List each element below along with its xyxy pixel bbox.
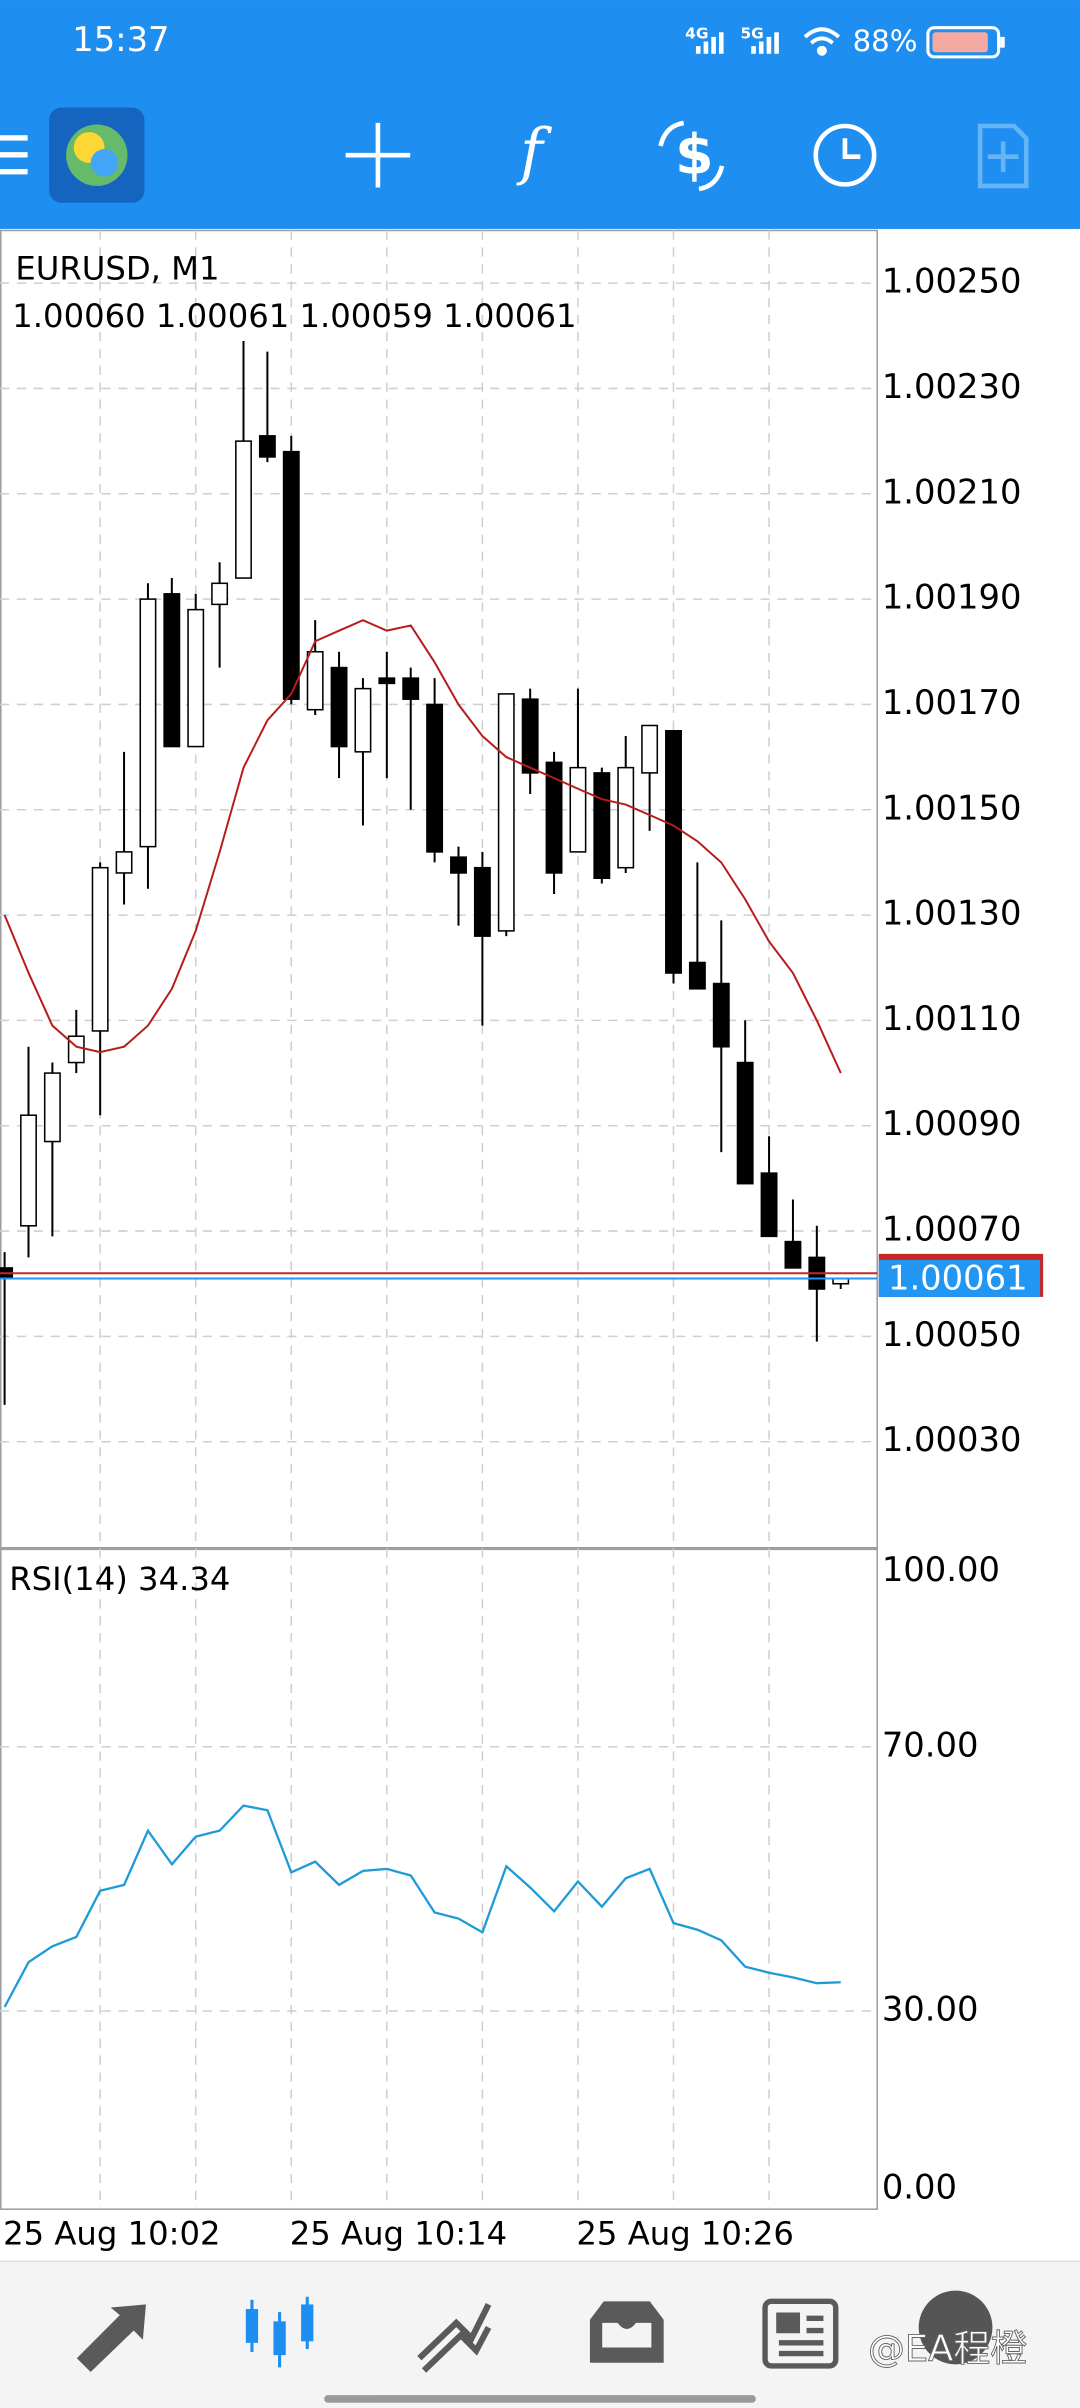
signal-label: 4G	[685, 24, 708, 42]
history-tab[interactable]	[589, 2301, 664, 2363]
signal-bars	[751, 32, 779, 54]
candle-body	[235, 440, 252, 579]
candle-body	[43, 1072, 61, 1143]
y-tick-label: 1.00050	[882, 1315, 1022, 1354]
candle-body	[282, 450, 300, 700]
x-tick-label: 25 Aug 10:14	[290, 2214, 507, 2252]
x-tick-label: 25 Aug 10:26	[576, 2214, 793, 2252]
candle-body	[473, 866, 491, 937]
candle-body	[688, 961, 706, 990]
watermark: @EA程橙	[868, 2327, 1027, 2370]
y-tick-label: 1.00230	[882, 367, 1022, 406]
wifi-icon	[803, 27, 841, 56]
candle-body	[593, 772, 611, 879]
battery-text: 88%	[853, 24, 918, 58]
timeframe-icon[interactable]	[813, 123, 877, 187]
candle-body	[139, 598, 157, 848]
candle-body	[211, 582, 229, 606]
candle-body	[163, 593, 181, 748]
y-tick-label: 1.00170	[882, 683, 1022, 722]
price-tag	[878, 1260, 1041, 1297]
avatar[interactable]	[918, 2290, 993, 2365]
crosshair-icon[interactable]	[345, 122, 411, 188]
candle-body	[736, 1061, 754, 1185]
candle-body	[330, 666, 348, 748]
plot-area: 25 Aug 10:02 25 Aug 10:14 25 Aug 10:26 1.00…	[0, 230, 1044, 2252]
candle-body	[521, 698, 539, 774]
candles	[0, 341, 850, 1405]
candle-body	[450, 856, 467, 874]
candle-body	[20, 1114, 37, 1227]
app-bar	[0, 0, 1080, 229]
y-tick-label: 1.00250	[882, 262, 1022, 301]
y-tick-label: 30.00	[882, 1990, 979, 2029]
rsi-title: RSI(14) 34.34	[9, 1560, 230, 1598]
new-order-icon[interactable]	[977, 123, 1029, 189]
y-tick-label: 70.00	[882, 1725, 979, 1764]
x-tick-label: 25 Aug 10:02	[3, 2214, 220, 2252]
status-time: 15:37	[72, 20, 169, 59]
svg-text:$: $	[675, 123, 713, 187]
app-logo[interactable]	[49, 107, 145, 203]
y-tick-label: 1.00130	[882, 894, 1022, 933]
candle-body	[306, 651, 324, 711]
trade-tab[interactable]	[417, 2303, 492, 2373]
candle-body	[545, 761, 563, 874]
rsi-line	[3, 1804, 841, 2008]
candle-body	[402, 677, 420, 700]
candle-body	[91, 866, 109, 1032]
chart-frame	[0, 229, 878, 2210]
candle-body	[760, 1172, 778, 1238]
y-tick-label: 0.00	[882, 2168, 957, 2207]
candle-body	[258, 435, 276, 458]
candle-body	[784, 1240, 802, 1269]
candle-body	[426, 703, 444, 853]
chart-title: EURUSD, M1	[15, 249, 219, 287]
candle-body	[641, 724, 659, 774]
y-tick-label: 1.00110	[882, 999, 1022, 1038]
y-tick-label: 1.00030	[882, 1420, 1022, 1459]
y-tick-label: 100.00	[882, 1550, 1000, 1589]
price-tag-label: 1.00061	[888, 1259, 1028, 1298]
candle-body	[115, 851, 133, 874]
y-tick-label: 1.00090	[882, 1104, 1022, 1143]
y-tick-label: 1.00190	[882, 578, 1022, 617]
candle-body	[712, 982, 730, 1048]
candle-body	[354, 687, 372, 753]
candle-body	[497, 693, 515, 932]
chart-tab[interactable]	[245, 2296, 314, 2368]
candle-body	[665, 729, 682, 974]
home-indicator	[324, 2395, 756, 2403]
y-tick-label: 1.00150	[882, 788, 1022, 827]
y-tick-label: 1.00210	[882, 472, 1022, 511]
ohlc-text: 1.00060 1.00061 1.00059 1.00061	[12, 297, 576, 335]
candle-body	[617, 766, 635, 869]
candle-body	[378, 677, 396, 685]
moving-average	[3, 619, 842, 1074]
news-tab[interactable]	[762, 2298, 839, 2369]
candle-body	[569, 766, 587, 853]
quotes-tab[interactable]	[76, 2304, 146, 2373]
candle-body	[67, 1035, 85, 1064]
bottom-nav	[0, 2261, 1080, 2408]
trade-icon[interactable]: $	[658, 120, 725, 192]
candle-body	[187, 608, 205, 748]
signal-label: 5G	[740, 24, 763, 42]
y-tick-label: 1.00070	[882, 1210, 1022, 1249]
menu-icon[interactable]	[0, 135, 28, 175]
signal-bars	[695, 32, 724, 54]
battery-icon	[926, 26, 1005, 59]
